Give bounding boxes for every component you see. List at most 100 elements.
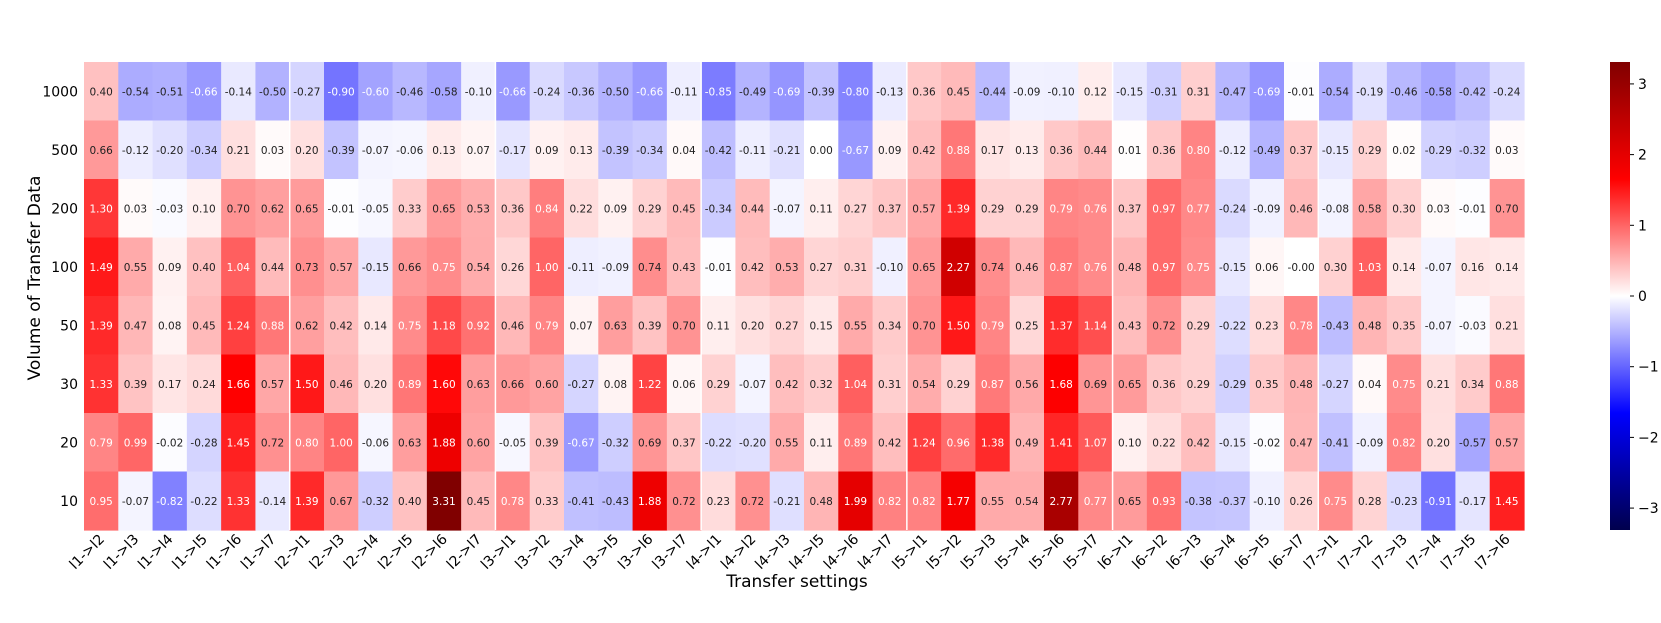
cell-value-label: 0.33 [535, 496, 558, 508]
cell-value-label: -0.69 [1253, 86, 1280, 98]
cell-value-label: 0.29 [981, 203, 1004, 215]
heatmap-cell [1318, 471, 1354, 531]
cell-value-label: -0.21 [773, 145, 800, 157]
colorbar-tick-label: 2 [1638, 148, 1647, 164]
heatmap-cell [769, 296, 805, 356]
cell-value-label: -0.51 [156, 86, 183, 98]
heatmap-cell [1249, 471, 1285, 531]
heatmap-cell [186, 62, 222, 122]
heatmap-cell [872, 179, 908, 239]
cell-value-label: -0.01 [1288, 86, 1315, 98]
cell-value-label: -0.06 [396, 145, 423, 157]
cell-value-label: 0.17 [158, 379, 181, 391]
cell-value-label: -0.13 [876, 86, 903, 98]
heatmap-cell [1352, 62, 1388, 122]
heatmap-cell [906, 62, 942, 122]
cell-value-label: 1.33 [227, 496, 250, 508]
cell-value-label: 0.80 [295, 437, 318, 449]
heatmap-cell [324, 120, 359, 180]
cell-value-label: -0.67 [842, 145, 869, 157]
heatmap-cell [461, 120, 497, 180]
heatmap-cell [84, 296, 119, 356]
heatmap-cell [1215, 354, 1251, 414]
cell-value-label: -0.07 [1425, 320, 1452, 332]
cell-value-label: 0.26 [501, 262, 525, 274]
heatmap-cell [735, 62, 771, 122]
cell-value-label: 0.34 [1461, 379, 1485, 391]
heatmap-cell [289, 179, 325, 239]
cell-value-label: 0.40 [398, 496, 421, 508]
heatmap-cell [838, 237, 874, 297]
cell-value-label: 0.09 [535, 145, 558, 157]
heatmap-cell [1284, 62, 1319, 122]
heatmap-cell [255, 237, 291, 297]
cell-value-label: 0.55 [124, 262, 147, 274]
heatmap-cell [118, 237, 154, 297]
cell-value-label: 0.75 [432, 262, 455, 274]
colorbar-tick-label: 3 [1638, 77, 1647, 93]
cell-value-label: -0.14 [225, 86, 252, 98]
heatmap-cell [735, 120, 771, 180]
cell-value-label: 1.24 [227, 320, 251, 332]
cell-value-label: -0.31 [1150, 86, 1177, 98]
heatmap-cell [975, 120, 1011, 180]
cell-value-label: 1.24 [912, 437, 936, 449]
heatmap-cell [1181, 237, 1217, 297]
cell-value-label: 1.49 [89, 262, 112, 274]
cell-value-label: -0.17 [1459, 496, 1486, 508]
heatmap-cell [666, 471, 702, 531]
x-tick-label: l3->l5 [581, 532, 622, 573]
cell-value-label: -0.66 [499, 86, 526, 98]
cell-value-label: 0.75 [1324, 496, 1347, 508]
heatmap-cell [1489, 413, 1525, 473]
cell-value-label: 0.12 [1084, 86, 1107, 98]
heatmap-cell [118, 62, 154, 122]
cell-value-label: 0.22 [1152, 437, 1175, 449]
heatmap-cell [564, 296, 599, 356]
x-tick-label: l1->l3 [101, 532, 142, 573]
heatmap-cell [118, 471, 154, 531]
heatmap-cell [1318, 237, 1354, 297]
cell-value-label: 0.46 [329, 379, 353, 391]
cell-value-label: -0.28 [190, 437, 217, 449]
cell-value-label: 0.58 [1358, 203, 1381, 215]
heatmap-cell [1215, 179, 1251, 239]
cell-value-label: 0.88 [1495, 379, 1518, 391]
x-tick-label: l4->l6 [821, 531, 862, 572]
cell-value-label: -0.07 [362, 145, 389, 157]
y-tick-label: 100 [51, 260, 78, 276]
heatmap-cell [804, 413, 839, 473]
x-tick-label: l4->l5 [787, 532, 828, 573]
heatmap-cell [1112, 237, 1148, 297]
cell-value-label: 1.14 [1084, 320, 1108, 332]
heatmap-cell [152, 413, 188, 473]
cell-value-label: -0.20 [156, 145, 183, 157]
cell-value-label: -0.11 [568, 262, 595, 274]
heatmap-cell [186, 413, 222, 473]
cell-value-label: -0.54 [1322, 86, 1349, 98]
cell-value-label: -0.09 [1356, 437, 1383, 449]
cell-value-label: 0.29 [638, 203, 661, 215]
heatmap-cell [1044, 237, 1079, 297]
cell-value-label: 0.42 [1187, 437, 1210, 449]
heatmap-cell [1421, 62, 1457, 122]
heatmap-cell [84, 179, 119, 239]
cell-value-label: 1.41 [1049, 437, 1072, 449]
cell-value-label: -0.37 [1219, 496, 1246, 508]
cell-value-label: -0.91 [1425, 496, 1452, 508]
heatmap-cell [1284, 237, 1319, 297]
heatmap-cell [564, 120, 599, 180]
cell-value-label: 1.77 [947, 496, 970, 508]
heatmap-cell [1284, 413, 1319, 473]
heatmap-cell [735, 296, 771, 356]
cell-value-label: 0.89 [398, 379, 421, 391]
x-tick-label: l1->l7 [238, 532, 279, 573]
cell-value-label: -0.82 [156, 496, 183, 508]
cell-value-label: 0.20 [1427, 437, 1450, 449]
cell-value-label: 0.55 [775, 437, 798, 449]
heatmap-cell [186, 120, 222, 180]
cell-value-label: 0.65 [1118, 379, 1141, 391]
cell-value-label: 0.75 [1187, 262, 1210, 274]
cell-value-label: 3.31 [432, 496, 455, 508]
cell-value-label: 0.70 [227, 203, 250, 215]
